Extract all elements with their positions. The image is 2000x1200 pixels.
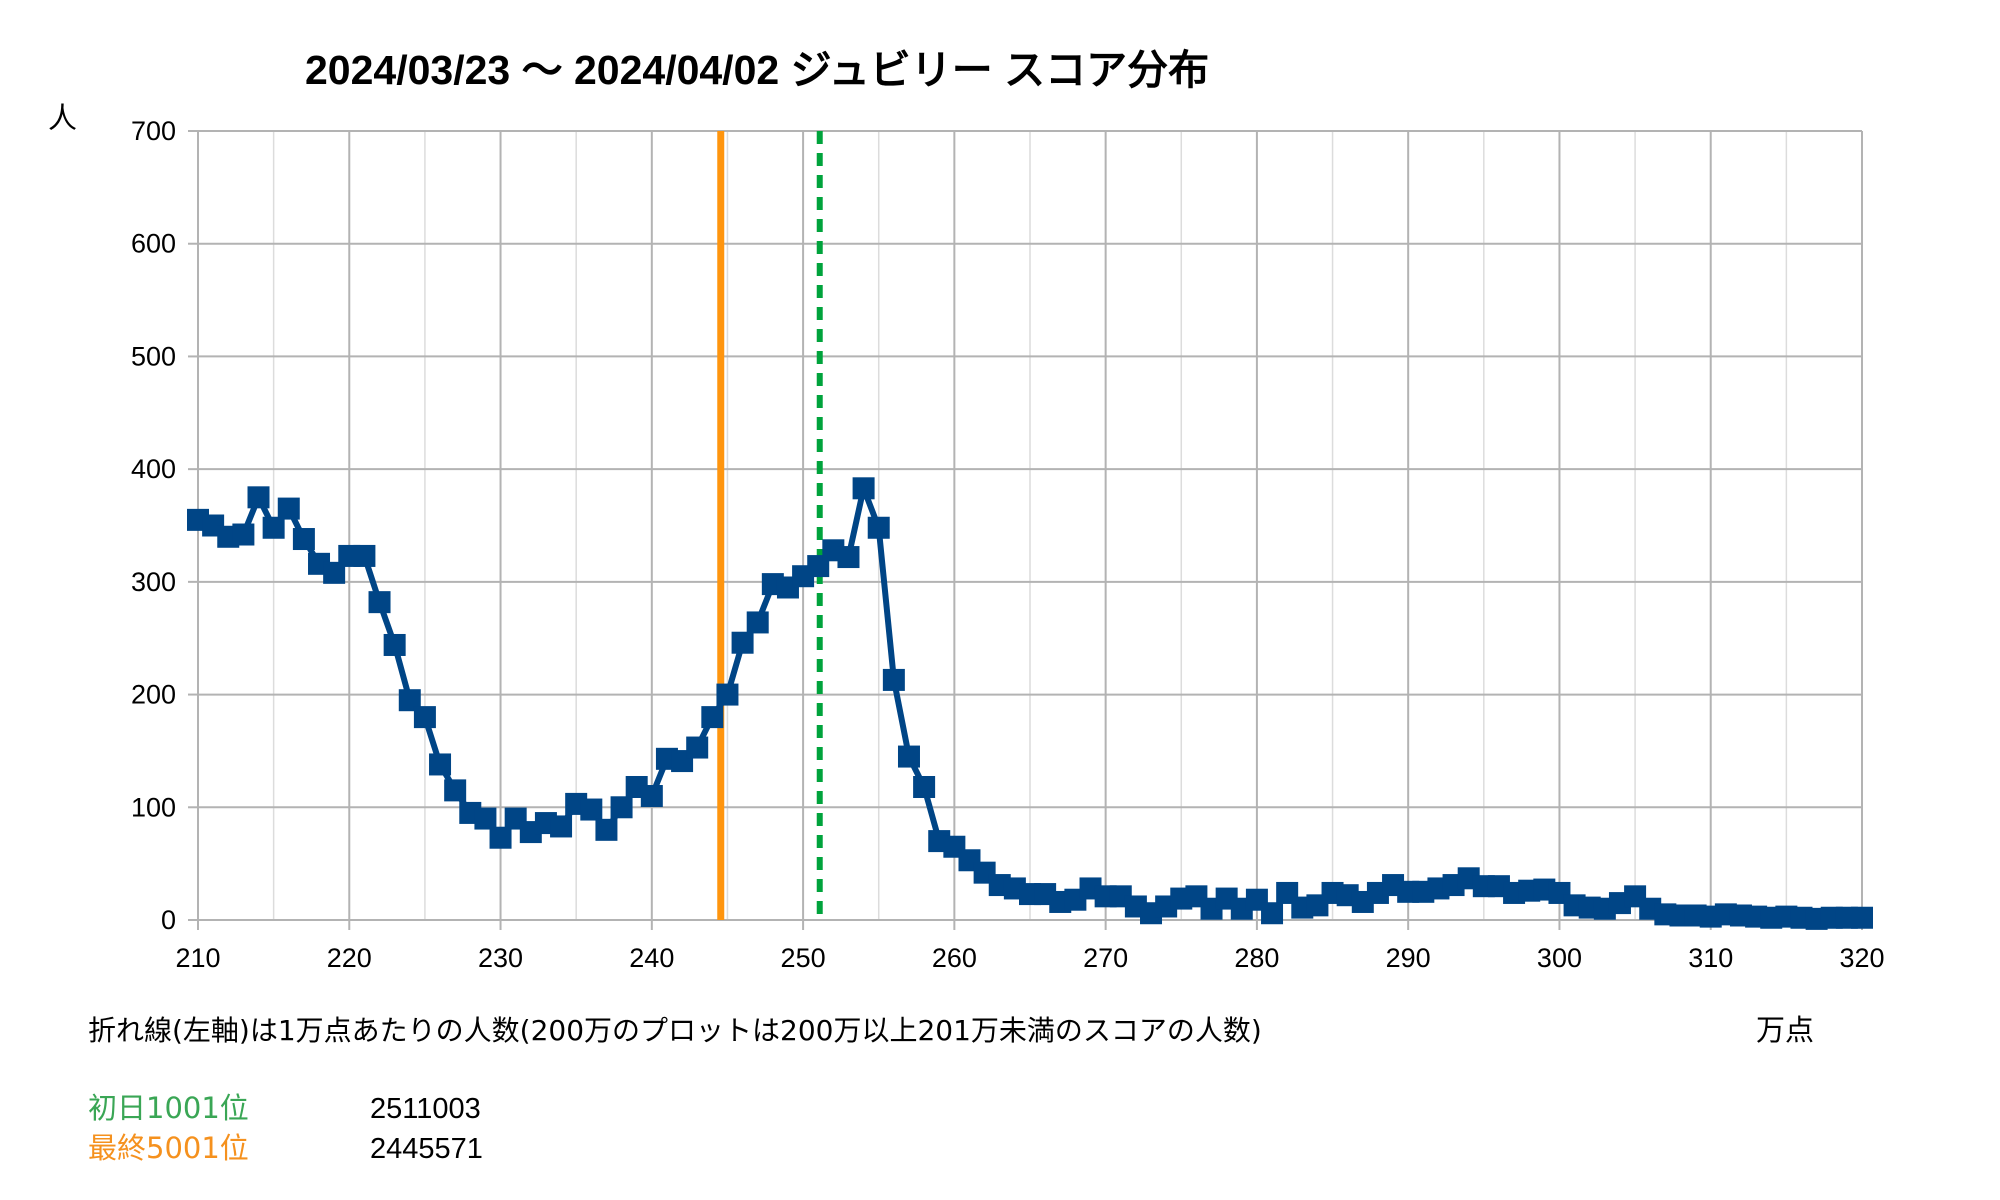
legend-final-label: 最終5001位 (88, 1131, 249, 1165)
y-tick-label: 700 (131, 116, 176, 146)
x-tick-label: 240 (629, 943, 674, 973)
chart-title: 2024/03/23 〜 2024/04/02 ジュビリー スコア分布 (305, 47, 1209, 93)
data-point-marker (746, 611, 769, 634)
data-point-marker (610, 796, 633, 819)
data-point-marker (247, 486, 270, 509)
data-point-marker (398, 689, 421, 712)
y-tick-label: 100 (131, 792, 176, 822)
x-tick-label: 320 (1839, 943, 1884, 973)
data-point-marker (701, 706, 724, 729)
y-tick-label: 500 (131, 341, 176, 371)
data-point-marker (716, 683, 739, 706)
data-point-marker (550, 815, 573, 838)
data-point-marker (867, 516, 890, 539)
data-point-marker (837, 546, 860, 569)
data-point-marker (731, 631, 754, 654)
gridlines (188, 130, 1863, 930)
data-point-marker (292, 528, 315, 551)
y-tick-label: 600 (131, 229, 176, 259)
series-line-group (187, 477, 1873, 930)
legend-first-day-label: 初日1001位 (88, 1091, 249, 1125)
data-point-marker (474, 807, 497, 830)
x-tick-label: 300 (1537, 943, 1582, 973)
data-point-marker (232, 523, 255, 546)
data-point-marker (277, 497, 300, 520)
data-point-marker (262, 516, 285, 539)
data-point-marker (686, 736, 709, 759)
data-point-marker (323, 561, 346, 584)
data-point-marker (913, 775, 936, 798)
legend-final-value: 2445571 (370, 1133, 483, 1165)
data-point-marker (1851, 906, 1873, 929)
x-tick-label: 230 (478, 943, 523, 973)
data-point-marker (383, 633, 406, 656)
y-tick-label: 200 (131, 680, 176, 710)
data-point-marker (640, 785, 663, 808)
y-tick-label: 400 (131, 454, 176, 484)
x-axis-ticks: 210 220 230 240 250 260 270 280 290 300 310 320 (175, 943, 1884, 973)
data-point-marker (595, 818, 618, 841)
y-axis-ticks: 0 100 200 300 400 500 600 700 (131, 116, 176, 935)
data-point-marker (580, 798, 603, 821)
data-point-marker (368, 591, 391, 614)
x-tick-label: 310 (1688, 943, 1733, 973)
chart-caption: 折れ線(左軸)は1万点あたりの人数(200万のプロットは200万以上201万未満… (88, 1014, 1262, 1047)
x-tick-label: 290 (1386, 943, 1431, 973)
data-point-marker (444, 779, 467, 802)
data-point-marker (882, 668, 905, 691)
data-point-marker (353, 544, 376, 567)
x-tick-label: 260 (932, 943, 977, 973)
reference-lines (717, 131, 823, 920)
data-point-marker (429, 753, 452, 776)
data-point-marker (852, 477, 875, 500)
x-tick-label: 270 (1083, 943, 1128, 973)
x-tick-label: 220 (327, 943, 372, 973)
data-point-marker (489, 826, 512, 849)
x-axis-unit-label: 万点 (1756, 1013, 1814, 1047)
data-point-marker (897, 745, 920, 768)
x-tick-label: 280 (1234, 943, 1279, 973)
y-tick-label: 0 (161, 905, 176, 935)
data-point-marker (413, 706, 436, 729)
y-tick-label: 300 (131, 567, 176, 597)
data-point-marker (1261, 902, 1284, 925)
legend-first-day-value: 2511003 (370, 1093, 481, 1125)
x-tick-label: 250 (781, 943, 826, 973)
x-tick-label: 210 (175, 943, 220, 973)
y-axis-unit-label: 人 (48, 101, 77, 135)
